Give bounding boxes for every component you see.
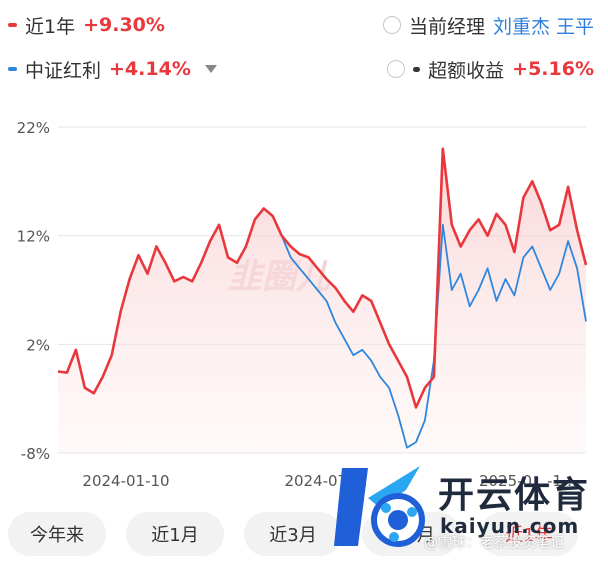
performance-chart[interactable]: 22%12%2%-8% 韭圈儿 2024-01-102024-07-…2025-… [0,108,608,498]
y-tick-label: 12% [17,228,50,246]
brand-logo-icon [334,466,425,547]
y-axis-ticks: 22% 12% 2% -8% [17,119,50,463]
excess-label: 超额收益 [428,59,505,82]
manager-label: 当前经理 [408,15,485,38]
fund-area-fill [58,148,586,453]
tab-3m[interactable]: 近3月 [244,512,342,556]
fund-return-value: +9.30% [83,14,165,36]
x-tick-label: 2025-0…-1… [479,472,577,490]
y-tick-label: -8% [21,445,50,463]
x-tick-label: 2024-01-10 [82,472,169,490]
brand-watermark: 开云体育 kaiyun.com [328,458,608,562]
source-watermark: @雪球：老蔡投资笔记 [424,535,564,551]
period-tabs: 今年来 近1月 近3月 近6月 近1年 [0,512,608,556]
excess-color-dot [413,66,421,72]
excess-radio[interactable] [387,60,406,78]
brand-watermark-domain: kaiyun.com [440,514,580,538]
fund-color-dot [8,23,17,27]
x-axis-ticks: 2024-01-10 2024-07-… 2025-0…-1… [82,472,577,490]
manager-radio[interactable] [382,16,401,34]
index-legend[interactable]: 中证红利 +4.14% [8,56,217,83]
y-tick-label: 22% [17,119,50,137]
tab-ytd[interactable]: 今年来 [8,512,106,556]
legend-row-2: 中证红利 +4.14% 超额收益 +5.16% [0,52,608,86]
index-return-value: +4.14% [109,58,191,80]
legend-row-1: 近1年 +9.30% 当前经理 刘重杰 王平 [0,8,608,42]
manager-toggle[interactable]: 当前经理 刘重杰 王平 [382,12,594,39]
tab-1y[interactable]: 近1年 [480,512,578,556]
triangle-down-icon[interactable] [204,65,217,73]
brand-watermark-title: 开云体育 [438,475,591,516]
fund-legend: 近1年 +9.30% [8,12,165,39]
y-tick-label: 2% [26,336,50,354]
manager-names[interactable]: 刘重杰 王平 [492,15,594,38]
fund-legend-label: 近1年 [25,15,76,38]
excess-toggle[interactable]: 超额收益 +5.16% [387,56,594,83]
index-color-dot [8,67,17,71]
fund-series-line [57,147,588,409]
excess-return-value: +5.16% [512,58,594,80]
tab-1m[interactable]: 近1月 [126,512,224,556]
index-legend-label: 中证红利 [25,59,102,82]
